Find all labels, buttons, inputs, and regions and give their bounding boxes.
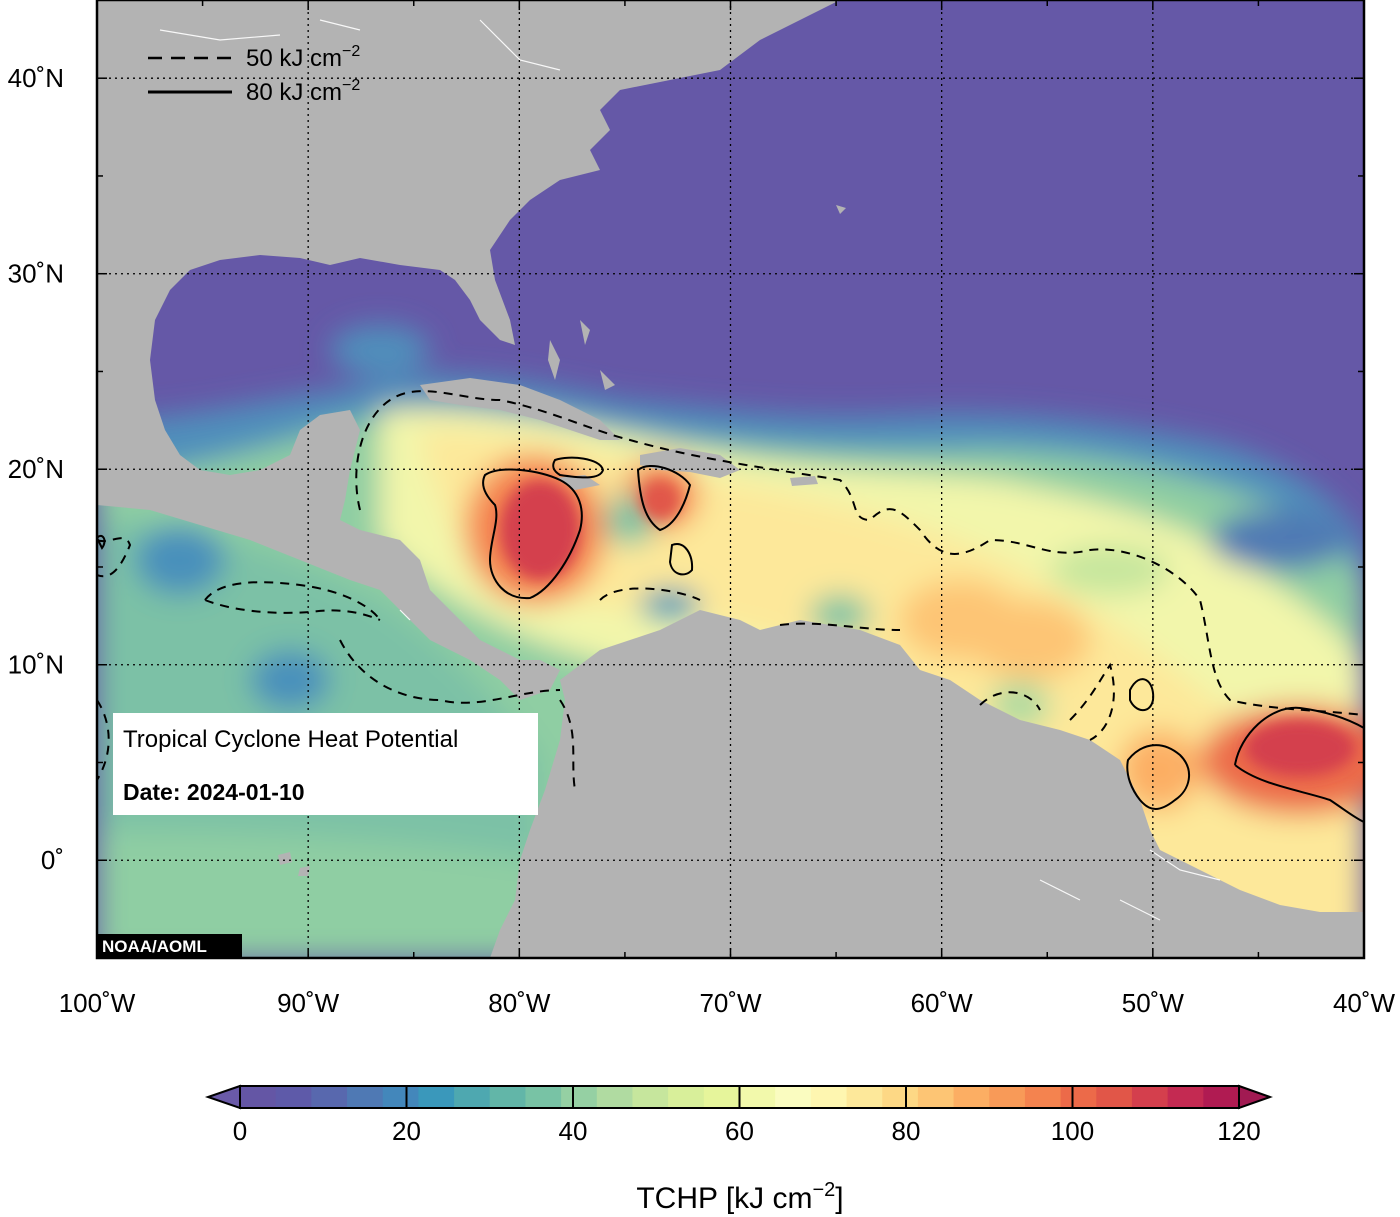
colorbar-cell bbox=[382, 1086, 419, 1108]
colorbar-over-arrow bbox=[1238, 1084, 1273, 1110]
colorbar-cell bbox=[561, 1086, 598, 1108]
longitude-label: 40˚W bbox=[1333, 988, 1396, 1018]
legend-solid-exponent: −2 bbox=[342, 77, 360, 94]
colorbar-cell bbox=[489, 1086, 527, 1108]
hydro-lines bbox=[159, 19, 1221, 921]
colorbar-title-close: ] bbox=[835, 1182, 843, 1215]
contour-50 bbox=[97, 390, 1364, 791]
contour-legend: 50 kJ cm−2 80 kJ cm−2 bbox=[148, 43, 360, 106]
legend-solid-label: 80 kJ cm−2 bbox=[246, 77, 360, 106]
credit-text: NOAA/AOML bbox=[102, 937, 207, 956]
map-panel bbox=[97, 0, 1364, 958]
longitude-labels: 100˚W 90˚W 80˚W 70˚W 60˚W 50˚W 40˚W bbox=[59, 988, 1396, 1018]
longitude-label: 80˚W bbox=[488, 988, 551, 1018]
colorbar-cell bbox=[596, 1086, 634, 1108]
colorbar: 0 20 40 60 80 100 120 TCHP [kJ cm−2] bbox=[204, 1084, 1273, 1215]
contour-80 bbox=[97, 456, 1364, 823]
colorbar-tick-label: 60 bbox=[725, 1116, 754, 1146]
colorbar-cell bbox=[1060, 1086, 1097, 1108]
land-puerto-rico bbox=[790, 476, 818, 486]
colorbar-cell bbox=[240, 1086, 277, 1108]
colorbar-cell bbox=[668, 1086, 705, 1108]
colorbar-cell bbox=[275, 1086, 312, 1108]
info-box: Tropical Cyclone Heat Potential Date: 20… bbox=[113, 713, 538, 815]
longitude-label: 90˚W bbox=[277, 988, 340, 1018]
latitude-label: 20˚N bbox=[8, 454, 64, 484]
colorbar-cell bbox=[1024, 1086, 1062, 1108]
colorbar-cell bbox=[775, 1086, 812, 1108]
legend-dashed-label: 50 kJ cm−2 bbox=[246, 43, 360, 72]
latitude-label: 40˚N bbox=[8, 63, 64, 93]
colorbar-cell bbox=[882, 1086, 919, 1108]
land-jamaica bbox=[555, 475, 600, 490]
map-date: Date: 2024-01-10 bbox=[123, 779, 305, 805]
colorbar-cell bbox=[418, 1086, 455, 1108]
latitude-label: 0˚ bbox=[41, 845, 64, 875]
credit-badge: NOAA/AOML bbox=[98, 934, 242, 957]
land-cuba bbox=[420, 378, 620, 440]
land-hispaniola bbox=[640, 448, 740, 478]
colorbar-tick-label: 20 bbox=[392, 1116, 421, 1146]
land bbox=[97, 0, 1364, 958]
colorbar-cell bbox=[347, 1086, 384, 1108]
colorbar-cell bbox=[1203, 1086, 1240, 1108]
colorbar-tick-label: 0 bbox=[233, 1116, 247, 1146]
colorbar-title: TCHP [kJ cm−2] bbox=[636, 1179, 843, 1215]
colorbar-cell bbox=[953, 1086, 990, 1108]
contours bbox=[97, 390, 1364, 823]
colorbar-tick-label: 100 bbox=[1051, 1116, 1094, 1146]
colorbar-cell bbox=[810, 1086, 848, 1108]
colorbar-tick-label: 40 bbox=[559, 1116, 588, 1146]
colorbar-cells bbox=[240, 1086, 1240, 1108]
colorbar-cell bbox=[739, 1086, 776, 1108]
land-south-america bbox=[490, 610, 1364, 958]
colorbar-ticks: 0 20 40 60 80 100 120 bbox=[233, 1086, 1261, 1146]
colorbar-cell bbox=[1131, 1086, 1169, 1108]
colorbar-cell bbox=[989, 1086, 1026, 1108]
colorbar-cell bbox=[311, 1086, 348, 1108]
legend-dashed-exponent: −2 bbox=[342, 43, 360, 60]
longitude-label: 100˚W bbox=[59, 988, 136, 1018]
colorbar-cell bbox=[525, 1086, 562, 1108]
colorbar-tick-label: 120 bbox=[1217, 1116, 1260, 1146]
colorbar-cell bbox=[1096, 1086, 1133, 1108]
colorbar-cell bbox=[632, 1086, 669, 1108]
longitude-label: 70˚W bbox=[699, 988, 762, 1018]
land-north-america bbox=[97, 0, 840, 700]
colorbar-tick-label: 80 bbox=[892, 1116, 921, 1146]
longitude-label: 60˚W bbox=[911, 988, 974, 1018]
latitude-labels: 0˚ 10˚N 20˚N 30˚N 40˚N bbox=[8, 63, 64, 875]
colorbar-cell bbox=[846, 1086, 883, 1108]
longitude-label: 50˚W bbox=[1122, 988, 1185, 1018]
latitude-label: 10˚N bbox=[8, 650, 64, 680]
latitude-label: 30˚N bbox=[8, 259, 64, 289]
colorbar-cell bbox=[454, 1086, 491, 1108]
colorbar-under-arrow bbox=[204, 1084, 241, 1110]
colorbar-cell bbox=[917, 1086, 955, 1108]
colorbar-title-exponent: −2 bbox=[812, 1179, 835, 1201]
colorbar-cell bbox=[1167, 1086, 1204, 1108]
tchp-hot-cores bbox=[500, 480, 1355, 776]
land-bahamas bbox=[548, 320, 615, 390]
colorbar-cell bbox=[703, 1086, 741, 1108]
map-title: Tropical Cyclone Heat Potential bbox=[123, 726, 458, 753]
